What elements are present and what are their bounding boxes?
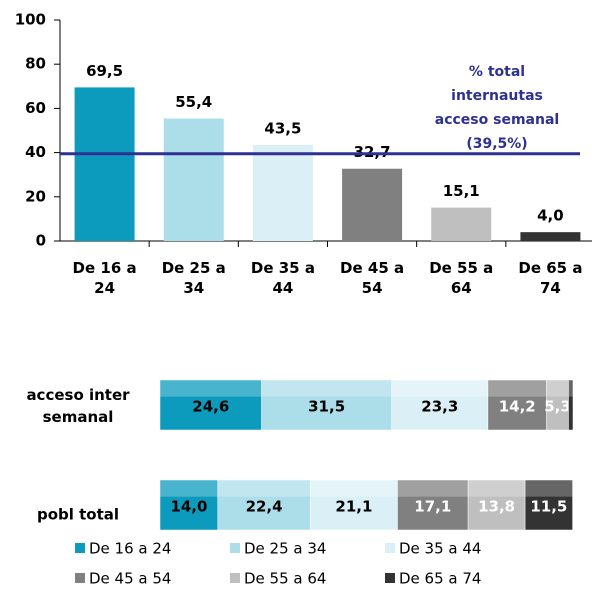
x-tick-label: De 65 a 74 [518,259,582,297]
legend-swatch [75,543,85,553]
annotation: % total [469,64,525,80]
legend-label: De 65 a 74 [399,570,481,588]
category-label: acceso inter semanal [26,386,130,426]
value-label: 17,1 [414,498,451,516]
bar [252,144,313,241]
value-label: 43,5 [264,119,301,137]
legend-swatch [230,543,240,553]
legend-swatch [385,543,395,553]
x-tick-label: De 45 a 54 [340,259,404,297]
bar-segment [397,479,469,531]
y-tick-label: 40 [25,143,46,161]
bar-segment [159,479,219,531]
bar-segment [524,479,573,531]
bar-segment [391,379,489,431]
value-label: 15,1 [443,182,480,200]
value-label: 24,6 [192,398,229,416]
y-tick-label: 100 [15,11,46,29]
value-label: 14,0 [170,498,207,516]
value-label: 22,4 [246,498,283,516]
bar-segment [467,479,526,531]
x-tick-label: De 35 a 44 [251,259,315,297]
annotation: acceso semanal [435,112,559,128]
legend-label: De 55 a 64 [244,570,326,588]
bar [342,168,403,241]
bar-shade [160,380,573,397]
value-label: 31,5 [308,398,345,416]
legend-label: De 25 a 34 [244,540,326,558]
annotation: (39,5%) [466,136,527,152]
value-label: 69,5 [86,62,123,80]
legend-swatch [385,573,395,583]
bar-shade [160,480,573,497]
bar-segment [310,479,398,531]
bar-segment [159,379,262,431]
bar [431,207,492,241]
category-label: pobl total [37,506,119,524]
value-label: 14,2 [499,398,536,416]
bar-segment [261,379,392,431]
bar [74,87,135,241]
y-tick-label: 20 [25,187,46,205]
value-label: 13,8 [478,498,515,516]
bar [163,118,224,241]
value-label: 5,3 [544,398,571,416]
bar [520,232,581,241]
y-tick-label: 60 [25,99,46,117]
bar-segment [568,379,574,431]
legend-swatch [75,573,85,583]
y-tick-label: 0 [36,232,46,250]
annotation: internautas [451,88,543,104]
value-label: 4,0 [537,207,564,225]
x-tick-label: De 25 a 34 [162,259,226,297]
legend-swatch [230,573,240,583]
value-label: 21,1 [335,498,372,516]
legend-label: De 35 a 44 [399,540,481,558]
value-label: 11,5 [530,498,567,516]
x-tick-label: De 16 a 24 [73,259,137,297]
bar-segment [487,379,547,431]
legend-label: De 45 a 54 [89,570,171,588]
bar-segment [217,479,311,531]
value-label: 55,4 [175,93,212,111]
x-tick-label: De 55 a 64 [429,259,493,297]
legend-label: De 16 a 24 [89,540,171,558]
y-tick-label: 80 [25,55,46,73]
value-label: 23,3 [421,398,458,416]
